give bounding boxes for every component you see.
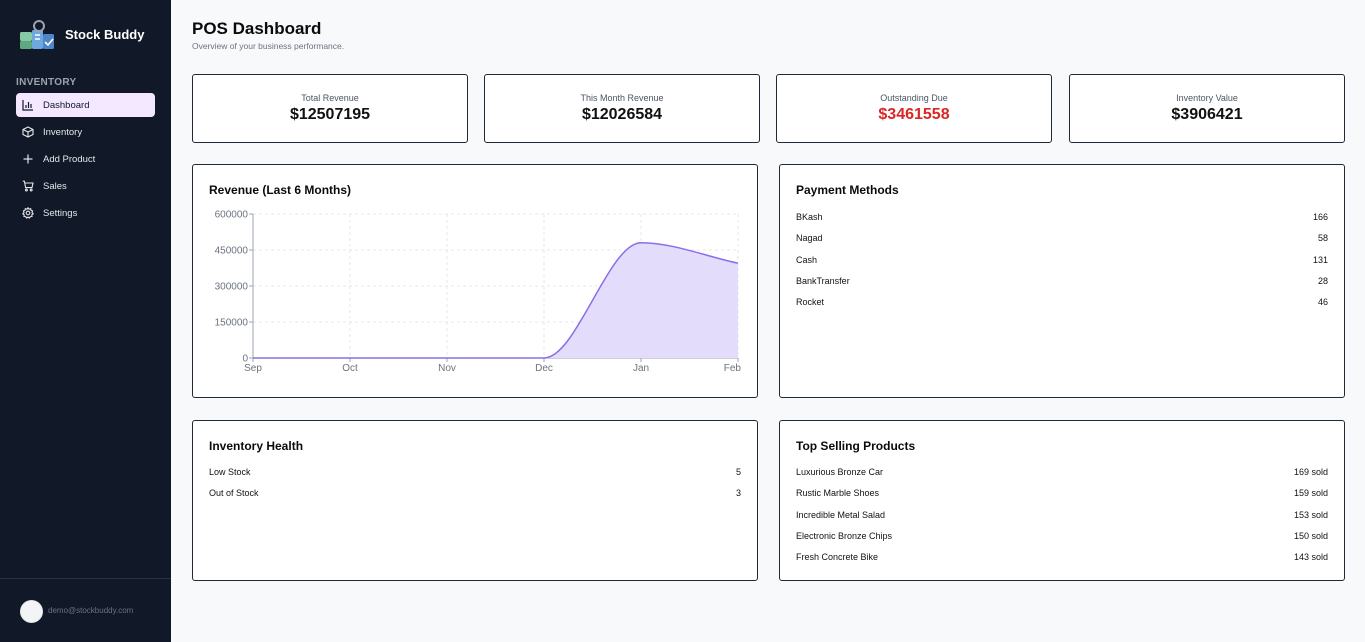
stat-value: $3461558 xyxy=(878,106,950,123)
stat-card-month-revenue: This Month Revenue $12026584 xyxy=(484,74,760,143)
product-sold: 159 sold xyxy=(1293,488,1328,499)
stat-label: Outstanding Due xyxy=(880,93,948,103)
revenue-area-fill xyxy=(253,242,738,358)
payment-method-label: Cash xyxy=(796,254,818,265)
stat-value: $12026584 xyxy=(581,106,663,123)
revenue-series-line xyxy=(253,242,739,359)
sidebar: Stock Buddy INVENTORY Dashboard Inventor… xyxy=(0,0,171,642)
payment-methods-panel: Payment Methods BKash 166 Nagad 58 Cash 131… xyxy=(779,164,1345,398)
product-name: Rustic Marble Shoes xyxy=(796,488,880,499)
x-tick-label: Jan xyxy=(633,363,649,374)
list-item: Fresh Concrete Bike 143 sold xyxy=(796,552,1328,573)
revenue-chart: 0 150000 300000 450000 600000 Sep Oct Nov Dec Jan… xyxy=(215,210,742,375)
payment-method-count: 131 xyxy=(1312,254,1328,265)
payment-method-count: 28 xyxy=(1317,275,1328,286)
avatar[interactable] xyxy=(20,600,43,623)
list-item: Luxurious Bronze Car 169 sold xyxy=(796,467,1328,488)
stat-label: Total Revenue xyxy=(301,93,359,103)
app-name: Stock Buddy xyxy=(65,26,145,42)
payment-methods-list: BKash 166 Nagad 58 Cash 131 BankTransfer 28 … xyxy=(796,212,1328,318)
y-tick-label: 600000 xyxy=(215,210,249,221)
payment-method-label: Nagad xyxy=(796,233,823,244)
panel-title: Top Selling Products xyxy=(796,439,916,453)
sidebar-item-label: Dashboard xyxy=(43,99,90,111)
sidebar-item-label: Sales xyxy=(43,180,67,192)
list-item: Rocket 46 xyxy=(796,297,1328,318)
stat-card-total-revenue: Total Revenue $12507195 xyxy=(192,74,468,143)
product-name: Luxurious Bronze Car xyxy=(796,467,884,477)
health-count: 3 xyxy=(735,488,741,499)
page-subtitle: Overview of your business performance. xyxy=(192,41,345,51)
x-tick-label: Nov xyxy=(438,363,456,374)
y-tick-label: 150000 xyxy=(215,318,249,329)
health-label: Low Stock xyxy=(209,467,251,477)
payment-method-label: BKash xyxy=(796,212,823,222)
sidebar-item-inventory[interactable]: Inventory xyxy=(16,120,155,144)
panel-title: Revenue (Last 6 Months) xyxy=(209,183,352,197)
sidebar-item-label: Add Product xyxy=(43,153,96,165)
payment-method-count: 166 xyxy=(1312,212,1328,222)
list-item: Low Stock 5 xyxy=(209,467,741,488)
stock-buddy-logo-icon xyxy=(20,20,54,49)
product-sold: 169 sold xyxy=(1293,467,1328,477)
gear-icon xyxy=(22,207,34,219)
sidebar-item-add-product[interactable]: Add Product xyxy=(16,147,155,171)
product-name: Electronic Bronze Chips xyxy=(796,530,893,541)
sidebar-item-label: Inventory xyxy=(43,126,83,138)
list-item: Out of Stock 3 xyxy=(209,488,741,509)
cart-icon xyxy=(22,180,34,192)
stat-value: $12507195 xyxy=(289,106,371,123)
payment-method-count: 58 xyxy=(1317,233,1328,244)
x-tick-label: Dec xyxy=(535,363,553,374)
list-item: Nagad 58 xyxy=(796,233,1328,254)
y-tick-label: 300000 xyxy=(215,282,249,293)
payment-method-label: BankTransfer xyxy=(796,275,850,286)
top-selling-list: Luxurious Bronze Car 169 sold Rustic Marb… xyxy=(796,467,1328,573)
y-tick-label: 450000 xyxy=(215,246,249,257)
sidebar-item-label: Settings xyxy=(43,207,78,219)
sidebar-item-sales[interactable]: Sales xyxy=(16,174,155,198)
list-item: Incredible Metal Salad 153 sold xyxy=(796,510,1328,531)
list-item: BankTransfer 28 xyxy=(796,276,1328,297)
list-item: Electronic Bronze Chips 150 sold xyxy=(796,531,1328,552)
product-sold: 153 sold xyxy=(1293,509,1328,520)
product-sold: 150 sold xyxy=(1293,530,1328,541)
stat-value: $3906421 xyxy=(1171,106,1243,123)
brand[interactable]: Stock Buddy xyxy=(18,18,144,50)
list-item: Cash 131 xyxy=(796,255,1328,276)
package-icon xyxy=(22,126,34,138)
top-selling-panel: Top Selling Products Luxurious Bronze Ca… xyxy=(779,420,1345,581)
product-name: Fresh Concrete Bike xyxy=(796,552,879,563)
bar-chart-icon xyxy=(22,100,33,111)
payment-method-count: 46 xyxy=(1317,297,1328,308)
x-tick-label: Oct xyxy=(342,363,358,374)
health-label: Out of Stock xyxy=(209,488,259,499)
sidebar-item-settings[interactable]: Settings xyxy=(16,201,155,225)
health-count: 5 xyxy=(735,467,741,477)
inventory-health-list: Low Stock 5 Out of Stock 3 xyxy=(209,467,741,510)
stat-card-outstanding-due: Outstanding Due $3461558 xyxy=(776,74,1052,143)
stat-label: This Month Revenue xyxy=(580,93,664,103)
product-sold: 143 sold xyxy=(1293,552,1328,563)
product-name: Incredible Metal Salad xyxy=(796,509,886,520)
list-item: Rustic Marble Shoes 159 sold xyxy=(796,488,1328,509)
list-item: BKash 166 xyxy=(796,212,1328,233)
stat-card-inventory-value: Inventory Value $3906421 xyxy=(1069,74,1345,143)
x-tick-label: Sep xyxy=(244,363,262,374)
user-profile[interactable]: demo@stockbuddy.com xyxy=(0,578,171,642)
y-tick-label: 0 xyxy=(242,354,248,365)
page-title: POS Dashboard xyxy=(192,19,322,38)
x-tick-label: Feb xyxy=(724,363,742,374)
panel-title: Inventory Health xyxy=(209,439,304,453)
stat-label: Inventory Value xyxy=(1176,93,1238,103)
revenue-panel: Revenue (Last 6 Months) 0 150000 300000 450… xyxy=(192,164,758,398)
user-email: demo@stockbuddy.com xyxy=(48,606,134,615)
payment-method-label: Rocket xyxy=(796,297,825,308)
sidebar-nav: Dashboard Inventory Add Product Sales xyxy=(16,93,155,228)
plus-icon xyxy=(23,154,33,164)
panel-title: Payment Methods xyxy=(796,183,899,197)
inventory-health-panel: Inventory Health Low Stock 5 Out of Stock… xyxy=(192,420,758,581)
nav-section-label: INVENTORY xyxy=(16,77,77,88)
sidebar-item-dashboard[interactable]: Dashboard xyxy=(16,93,155,117)
